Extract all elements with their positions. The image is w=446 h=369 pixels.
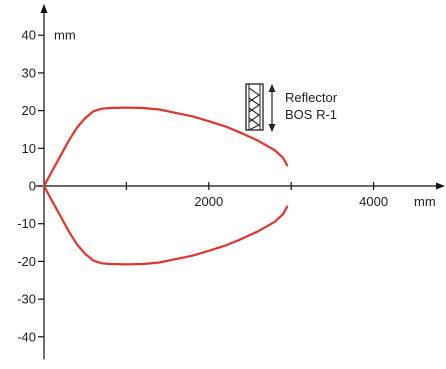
y-axis-label: mm xyxy=(54,28,76,43)
y-tick-label: 10 xyxy=(22,141,36,156)
reflector-icon xyxy=(245,83,264,131)
x-tick-label: 2000 xyxy=(194,194,223,209)
x-tick-label: 4000 xyxy=(359,194,388,209)
x-ticks: 2000 4000 xyxy=(125,182,388,209)
y-ticks: 40 30 20 10 0 -10 -20 -30 -40 xyxy=(17,28,44,344)
y-tick-label: -10 xyxy=(17,216,36,231)
y-tick-label: -30 xyxy=(17,292,36,307)
y-tick-label: 30 xyxy=(22,65,36,80)
series-layer xyxy=(42,106,289,266)
y-tick-label: 20 xyxy=(22,103,36,118)
y-tick-label: -40 xyxy=(17,329,36,344)
annotation-line-1: Reflector xyxy=(285,90,338,105)
x-axis-label: mm xyxy=(414,194,436,209)
y-axis-arrow xyxy=(40,4,48,13)
annotation-line-2: BOS R-1 xyxy=(285,107,337,122)
x-axis-arrow xyxy=(436,182,445,190)
y-tick-label: 0 xyxy=(29,179,36,194)
y-tick-label: -20 xyxy=(17,254,36,269)
lower-curve-line xyxy=(42,184,289,266)
axes xyxy=(35,4,445,360)
double-arrow-icon xyxy=(268,84,276,132)
reflector-annotation: Reflector BOS R-1 xyxy=(245,83,338,132)
y-tick-label: 40 xyxy=(22,28,36,43)
upper-curve-line xyxy=(42,106,289,188)
